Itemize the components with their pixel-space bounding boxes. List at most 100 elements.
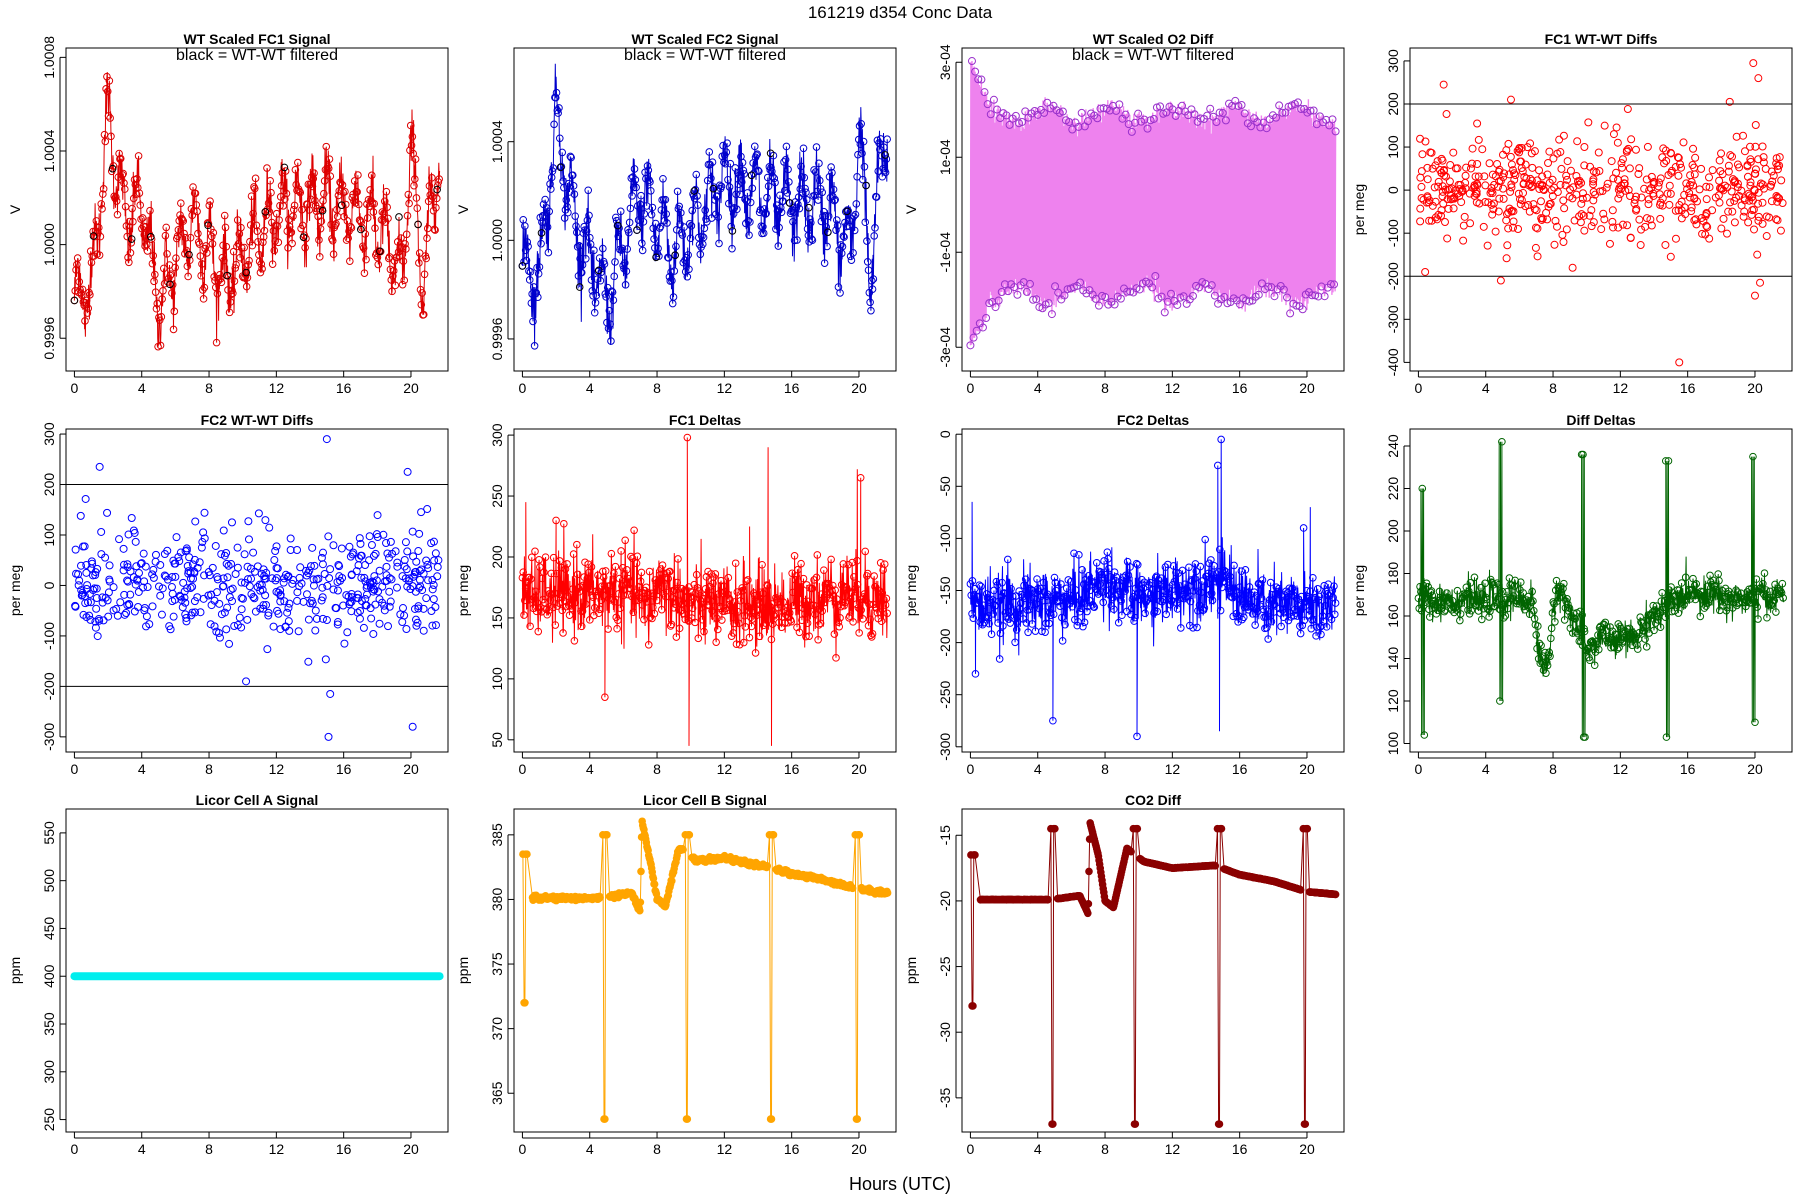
- p4-point: [1433, 157, 1442, 166]
- p2-ytick-label: 0.9996: [489, 317, 505, 360]
- p10-point: [685, 831, 694, 839]
- p7-xtick-label: 8: [1101, 761, 1109, 777]
- p2-point: [673, 187, 682, 196]
- p4-xtick-label: 12: [1613, 380, 1629, 396]
- p5-point: [77, 591, 86, 600]
- p5-point: [247, 574, 256, 583]
- p5-point: [296, 563, 305, 572]
- p6-point: [700, 592, 709, 600]
- p8-point: [1654, 616, 1662, 624]
- p4-point: [1557, 164, 1566, 173]
- p3-data: [966, 57, 1340, 350]
- p4-point: [1594, 148, 1603, 157]
- p8-point: [1614, 620, 1623, 628]
- p6-point: [657, 605, 666, 614]
- p4-point: [1737, 201, 1746, 210]
- p5-point: [169, 612, 178, 621]
- p2-point: [721, 159, 730, 168]
- p4-point: [1584, 118, 1593, 127]
- p6-point: [815, 621, 823, 629]
- p7-point: [1022, 619, 1031, 627]
- p4-point: [1559, 237, 1568, 246]
- p6-point: [821, 581, 830, 589]
- p1-point: [308, 182, 317, 191]
- p7-point: [1112, 573, 1121, 581]
- p6-point: [695, 587, 703, 595]
- p2-point: [646, 186, 655, 195]
- p5-point: [423, 505, 432, 514]
- p8-point: [1690, 581, 1699, 590]
- p2-filtered-point: [690, 187, 699, 195]
- p3-point: [1074, 122, 1083, 131]
- p5-point: [243, 562, 252, 571]
- p8-point: [1637, 618, 1645, 626]
- p1-point: [171, 263, 179, 272]
- p7-point: [1275, 604, 1284, 613]
- p7-point: [1003, 555, 1012, 564]
- p1-filtered-point: [89, 232, 98, 240]
- p7-point: [1299, 603, 1307, 611]
- p7-point: [1312, 632, 1320, 640]
- p1-point: [246, 237, 254, 246]
- p8-point: [1759, 579, 1767, 588]
- p5-point: [190, 597, 199, 606]
- p2-point: [543, 223, 552, 231]
- p6-point: [670, 603, 678, 612]
- p3-point: [1018, 117, 1027, 126]
- p1-point: [369, 208, 378, 216]
- p8-point: [1474, 607, 1483, 615]
- p6-point: [865, 600, 874, 609]
- p1-point: [384, 214, 392, 223]
- p6-point: [813, 551, 822, 559]
- p2-point: [585, 211, 593, 220]
- p5-point: [182, 613, 191, 622]
- p4-point: [1719, 186, 1728, 195]
- p1-point: [270, 246, 279, 255]
- p4-point: [1437, 154, 1446, 163]
- p6-point: [733, 588, 742, 596]
- p1-point: [151, 270, 159, 279]
- p7-point: [1331, 599, 1340, 607]
- p7-point: [1126, 563, 1134, 571]
- p1-point: [286, 229, 295, 237]
- p2-point: [820, 207, 828, 216]
- p3-point: [989, 95, 998, 104]
- p6-point: [739, 638, 748, 647]
- p5-point: [424, 576, 433, 585]
- p6-point: [711, 570, 720, 578]
- p5-point: [200, 534, 209, 543]
- p1-filtered-point: [356, 225, 365, 234]
- p6-point: [852, 600, 861, 608]
- p6-title: FC1 Deltas: [669, 412, 742, 428]
- p5-point: [417, 565, 426, 574]
- p2-point: [802, 188, 810, 197]
- p5-point: [294, 627, 303, 636]
- p4-point: [1754, 199, 1763, 208]
- p3-point: [1076, 278, 1085, 287]
- p7-point: [1239, 590, 1247, 598]
- p4-data: [1416, 59, 1787, 367]
- p5-point: [337, 544, 346, 553]
- p5-point: [340, 639, 349, 648]
- p1-point: [316, 224, 325, 233]
- p4-point: [1658, 153, 1667, 162]
- p4-point: [1618, 155, 1627, 164]
- p6-point: [804, 597, 813, 606]
- p4-point: [1665, 200, 1674, 209]
- p8-point: [1560, 579, 1568, 588]
- p2-point: [879, 164, 887, 173]
- p4-point: [1725, 97, 1734, 106]
- p4-point: [1600, 215, 1609, 224]
- p2-point: [781, 186, 789, 195]
- p4-point: [1526, 179, 1535, 188]
- p2-filtered-point: [785, 199, 794, 207]
- p4-point: [1568, 263, 1577, 272]
- p1-xtick-label: 16: [336, 380, 352, 396]
- p1-point: [167, 270, 175, 279]
- p6-point: [744, 576, 752, 584]
- p4-point: [1543, 170, 1552, 179]
- p7-point: [1139, 584, 1148, 592]
- p5-point: [140, 603, 149, 612]
- p6-point: [805, 632, 813, 640]
